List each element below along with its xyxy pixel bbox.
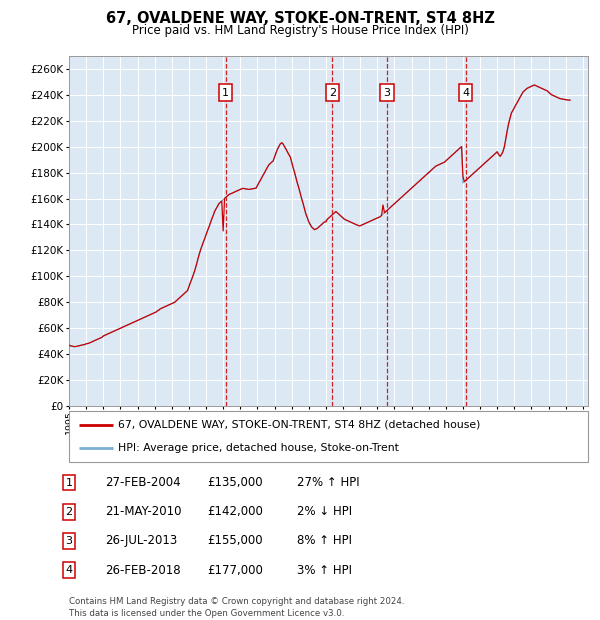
Text: HPI: Average price, detached house, Stoke-on-Trent: HPI: Average price, detached house, Stok… bbox=[118, 443, 399, 453]
Text: 3: 3 bbox=[65, 536, 73, 546]
Text: 4: 4 bbox=[65, 565, 73, 575]
Text: 27% ↑ HPI: 27% ↑ HPI bbox=[297, 476, 359, 489]
Text: 2% ↓ HPI: 2% ↓ HPI bbox=[297, 505, 352, 518]
Text: 3: 3 bbox=[383, 87, 391, 97]
Text: £135,000: £135,000 bbox=[207, 476, 263, 489]
Text: 1: 1 bbox=[65, 477, 73, 488]
Text: 21-MAY-2010: 21-MAY-2010 bbox=[105, 505, 182, 518]
Text: £177,000: £177,000 bbox=[207, 564, 263, 577]
Text: 4: 4 bbox=[462, 87, 469, 97]
Text: 2: 2 bbox=[65, 507, 73, 517]
Text: Price paid vs. HM Land Registry's House Price Index (HPI): Price paid vs. HM Land Registry's House … bbox=[131, 24, 469, 37]
Text: 67, OVALDENE WAY, STOKE-ON-TRENT, ST4 8HZ: 67, OVALDENE WAY, STOKE-ON-TRENT, ST4 8H… bbox=[106, 11, 494, 26]
Text: £155,000: £155,000 bbox=[207, 534, 263, 547]
Text: 1: 1 bbox=[222, 87, 229, 97]
Text: 26-FEB-2018: 26-FEB-2018 bbox=[105, 564, 181, 577]
Text: 8% ↑ HPI: 8% ↑ HPI bbox=[297, 534, 352, 547]
Text: £142,000: £142,000 bbox=[207, 505, 263, 518]
Text: 27-FEB-2004: 27-FEB-2004 bbox=[105, 476, 181, 489]
Text: 67, OVALDENE WAY, STOKE-ON-TRENT, ST4 8HZ (detached house): 67, OVALDENE WAY, STOKE-ON-TRENT, ST4 8H… bbox=[118, 420, 481, 430]
Text: 3% ↑ HPI: 3% ↑ HPI bbox=[297, 564, 352, 577]
FancyBboxPatch shape bbox=[69, 411, 588, 462]
Text: 26-JUL-2013: 26-JUL-2013 bbox=[105, 534, 177, 547]
Text: Contains HM Land Registry data © Crown copyright and database right 2024.
This d: Contains HM Land Registry data © Crown c… bbox=[69, 596, 404, 618]
Text: 2: 2 bbox=[329, 87, 336, 97]
